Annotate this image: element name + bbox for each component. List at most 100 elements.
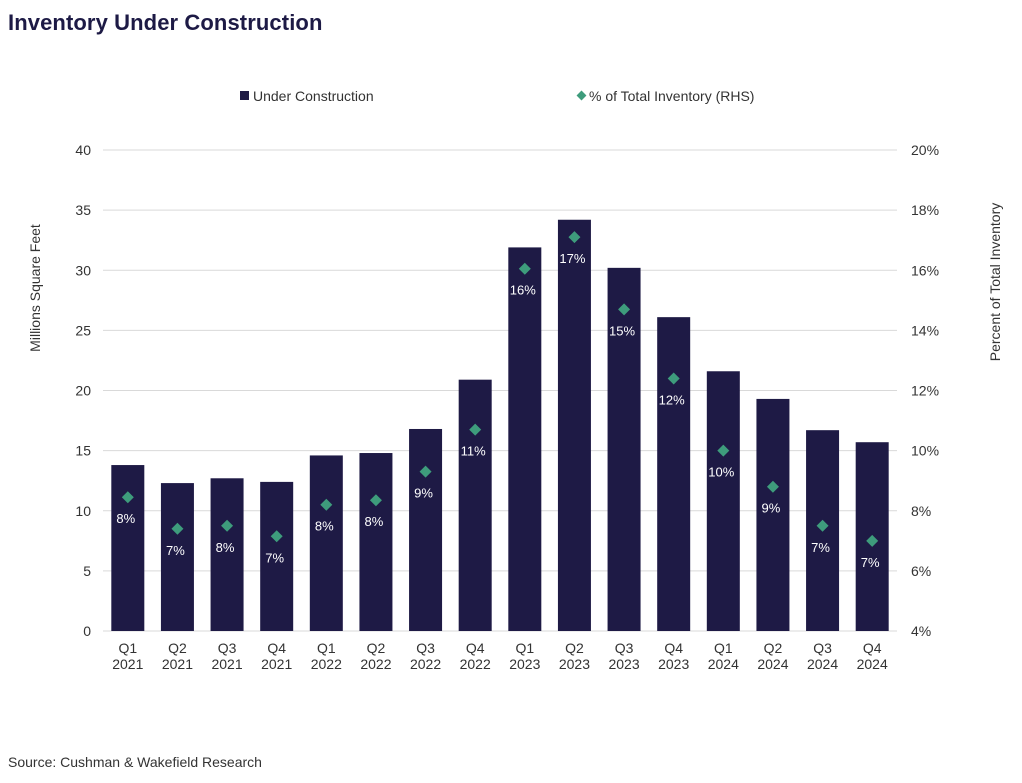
x-tick-quarter: Q3 (615, 640, 634, 656)
right-tick-label: 8% (911, 503, 931, 519)
left-tick-label: 30 (75, 262, 91, 278)
percent-marker (717, 444, 730, 457)
left-tick-label: 20 (75, 383, 91, 399)
legend-swatch-under-construction (240, 91, 249, 100)
bar (756, 398, 790, 631)
x-tick-quarter: Q3 (813, 640, 832, 656)
bar (607, 267, 641, 631)
percent-data-label: 9% (762, 501, 781, 516)
right-tick-label: 16% (911, 262, 939, 278)
legend-label-percent: % of Total Inventory (RHS) (589, 88, 754, 104)
percent-data-label: 8% (116, 511, 135, 526)
x-tick-quarter: Q1 (317, 640, 336, 656)
percent-marker (270, 530, 283, 543)
left-tick-label: 40 (75, 142, 91, 158)
percent-data-label: 10% (708, 465, 734, 480)
chart-title: Inventory Under Construction (8, 10, 323, 35)
x-tick-year: 2021 (211, 656, 242, 672)
x-tick-year: 2024 (708, 656, 739, 672)
right-tick-label: 12% (911, 383, 939, 399)
x-tick-quarter: Q4 (664, 640, 683, 656)
x-tick-year: 2022 (460, 656, 491, 672)
x-axis-ticks: Q12021Q22021Q32021Q42021Q12022Q22022Q320… (112, 640, 888, 672)
left-tick-label: 15 (75, 443, 91, 459)
percent-marker (320, 498, 333, 511)
right-axis-label: Percent of Total Inventory (987, 203, 1003, 362)
bar (706, 371, 740, 631)
bar (210, 478, 244, 631)
x-tick-quarter: Q2 (764, 640, 783, 656)
percent-marker (518, 262, 531, 275)
bar (657, 317, 691, 631)
legend: Under Construction % of Total Inventory … (240, 88, 754, 104)
right-tick-label: 20% (911, 142, 939, 158)
x-tick-quarter: Q4 (466, 640, 485, 656)
x-tick-year: 2024 (857, 656, 888, 672)
percent-marker (816, 519, 829, 532)
bar (260, 481, 294, 631)
bar (160, 483, 194, 631)
bar (409, 428, 443, 631)
percent-data-label: 8% (365, 514, 384, 529)
left-tick-label: 25 (75, 322, 91, 338)
x-tick-quarter: Q1 (118, 640, 137, 656)
percent-marker (469, 423, 482, 436)
x-tick-year: 2023 (509, 656, 540, 672)
x-tick-quarter: Q2 (565, 640, 584, 656)
right-tick-label: 14% (911, 322, 939, 338)
percent-data-label: 16% (510, 283, 536, 298)
percent-marker (766, 480, 779, 493)
right-tick-label: 4% (911, 623, 931, 639)
percent-marker (866, 534, 879, 547)
percent-marker (568, 231, 581, 244)
bar (458, 379, 492, 631)
percent-marker (369, 494, 382, 507)
percent-data-label: 12% (659, 392, 685, 407)
bar (557, 219, 591, 631)
x-tick-year: 2023 (658, 656, 689, 672)
right-tick-label: 18% (911, 202, 939, 218)
bar (508, 247, 542, 631)
percent-marker (618, 303, 631, 316)
percent-marker (121, 491, 134, 504)
percent-marker (667, 372, 680, 385)
x-tick-year: 2021 (112, 656, 143, 672)
legend-swatch-percent (576, 90, 587, 101)
percent-data-label: 8% (216, 540, 235, 555)
x-tick-year: 2022 (311, 656, 342, 672)
left-tick-label: 5 (83, 563, 91, 579)
percent-marker (221, 519, 234, 532)
percent-data-label: 11% (461, 444, 486, 459)
x-tick-year: 2022 (360, 656, 391, 672)
x-tick-quarter: Q2 (367, 640, 386, 656)
bar (359, 453, 393, 631)
right-tick-label: 6% (911, 563, 931, 579)
bar (309, 455, 343, 631)
bar (111, 465, 145, 631)
x-tick-quarter: Q3 (416, 640, 435, 656)
left-tick-label: 0 (83, 623, 91, 639)
bars-under-construction (111, 219, 889, 631)
x-tick-year: 2021 (162, 656, 193, 672)
percent-data-label: 7% (811, 540, 830, 555)
right-axis-ticks: 4% 6% 8% 10% 12% 14% 16% 18% 20% (911, 142, 939, 639)
percent-data-label: 8% (315, 519, 334, 534)
percent-marker (171, 522, 184, 535)
left-tick-label: 10 (75, 503, 91, 519)
left-tick-label: 35 (75, 202, 91, 218)
legend-label-under-construction: Under Construction (253, 88, 374, 104)
percent-data-label: 17% (559, 251, 585, 266)
left-axis-label: Millions Square Feet (27, 224, 43, 352)
right-tick-label: 10% (911, 443, 939, 459)
percent-data-label: 15% (609, 323, 635, 338)
percent-data-label: 7% (166, 543, 185, 558)
x-tick-year: 2024 (807, 656, 838, 672)
x-tick-quarter: Q3 (218, 640, 237, 656)
x-tick-quarter: Q4 (267, 640, 286, 656)
percent-data-label: 9% (414, 486, 433, 501)
x-tick-year: 2021 (261, 656, 292, 672)
x-tick-quarter: Q1 (515, 640, 534, 656)
x-tick-year: 2024 (757, 656, 788, 672)
percent-marker (419, 465, 432, 478)
x-tick-year: 2023 (559, 656, 590, 672)
